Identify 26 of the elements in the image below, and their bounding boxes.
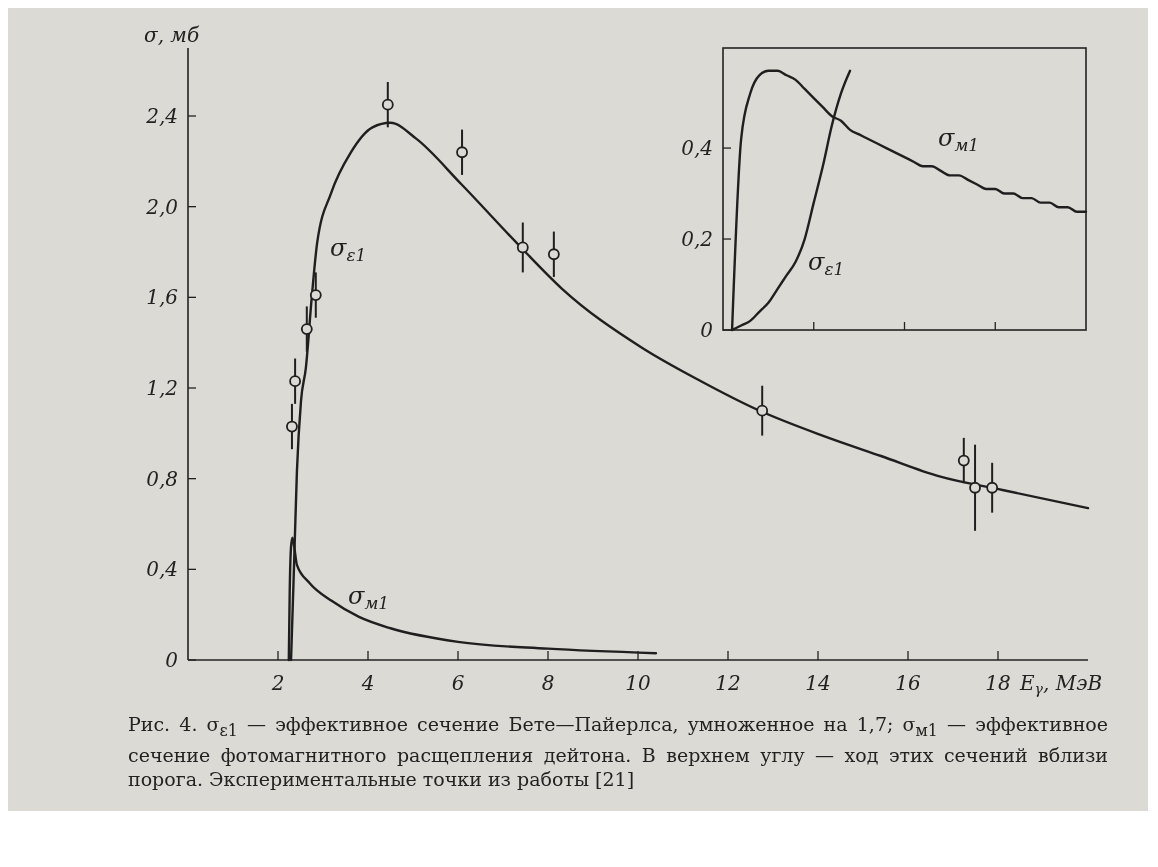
x-tick-label: 4 [360,671,375,695]
series-label: σ$_{м1}$ [938,124,979,156]
x-axis-title: E$_{γ}$, МэВ [1019,671,1103,698]
x-tick-label: 8 [541,671,555,695]
y-tick-label: 0,8 [146,466,178,491]
y-tick-label: 0,2 [681,227,713,252]
series-label: σ$_{ε1}$ [330,234,367,266]
x-tick-label: 6 [451,671,465,695]
y-tick-label: 1,6 [146,285,179,310]
y-axis-title: σ, мб [144,23,200,47]
series-label: σ$_{м1}$ [348,582,389,614]
y-tick-label: 0 [700,318,714,342]
x-tick-label: 14 [805,671,831,695]
x-tick-label: 10 [625,671,651,695]
y-tick-label: 1,2 [146,376,178,400]
x-tick-label: 18 [985,671,1011,695]
x-tick-label: 12 [715,671,741,695]
y-tick-label: 0,4 [146,557,178,582]
x-tick-label: 16 [895,671,921,695]
text: Рис. 4. σ$_{ε1}$ — эффективное сечение Бете—Пайерлса, умноженное на 1,7; σ$_{м1}$ — эффективное сечение фотомагнитного расщепления дейтона. В верхнем углу — ход этих сечений вблизи порога. Экспериментальные точки из работы [21] [128,712,1108,791]
y-tick-label: 0 [165,648,179,672]
y-tick-label: 0,4 [681,136,713,161]
y-tick-label: 2,0 [145,194,179,219]
y-tick-label: 2,4 [145,104,178,128]
x-tick-label: 2 [270,671,285,695]
series-label: σ$_{ε1}$ [808,248,845,280]
